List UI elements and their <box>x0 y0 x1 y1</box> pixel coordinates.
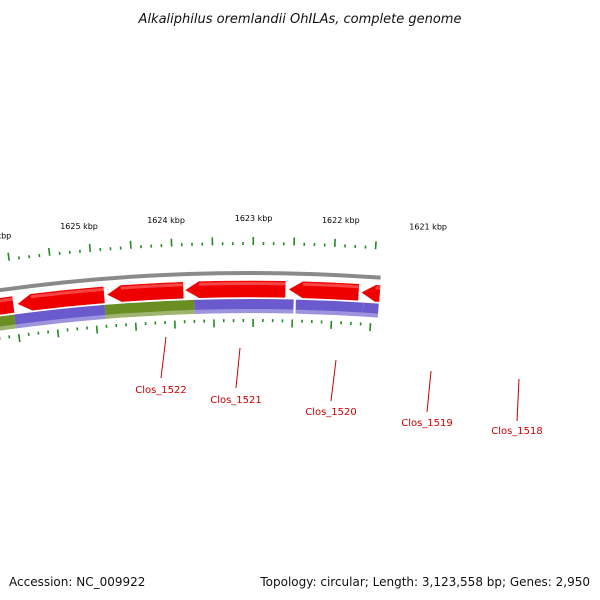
scale-tick <box>374 241 377 250</box>
map-title: Alkaliphilus oremlandii OhILAs, complete… <box>138 12 462 27</box>
gene-label-leader <box>426 370 432 413</box>
scale-label: 1622 kbp <box>322 216 360 225</box>
scale-tick <box>129 240 132 249</box>
forward-gene-track <box>0 280 381 315</box>
gene-label-leader <box>235 347 241 389</box>
inner-scale-ticks <box>0 318 372 343</box>
gene-label[interactable]: Clos_1521 <box>210 395 262 406</box>
cds-feature-bar[interactable] <box>194 299 294 314</box>
cds-track <box>0 299 379 336</box>
gene-label[interactable]: Clos_1519 <box>401 418 453 429</box>
scale-tick <box>369 323 372 332</box>
forward-gene-highlight <box>375 286 380 290</box>
cds-feature-shade <box>15 314 106 329</box>
accession-text: Accession: NC_009922 <box>9 575 145 589</box>
genome-backbone <box>0 271 381 293</box>
cds-feature-bar[interactable] <box>104 299 195 319</box>
scale-tick <box>134 322 137 331</box>
gene-label-leader <box>330 359 337 402</box>
cds-feature-bar[interactable] <box>0 314 17 336</box>
cds-feature-shade <box>0 324 17 331</box>
forward-gene-arrow[interactable] <box>361 285 381 302</box>
gene-label[interactable]: Clos_1520 <box>305 407 357 418</box>
scale-tick <box>48 247 51 256</box>
outer-scale-ticks <box>7 236 377 261</box>
forward-gene-highlight <box>0 297 13 303</box>
cds-feature-shade <box>295 309 363 317</box>
scale-tick <box>95 325 99 334</box>
forward-gene-highlight <box>30 287 104 299</box>
cds-feature-shade <box>105 309 195 319</box>
gene-label-leader <box>160 336 167 379</box>
scale-label: 1623 kbp <box>235 214 273 223</box>
scale-label: 1626 kbp <box>0 232 11 241</box>
gene-labels: Clos_1522 Clos_1521 Clos_1520 Clos_1519 Clos… <box>135 336 543 437</box>
forward-gene-highlight <box>120 283 183 290</box>
genome-stats-text: Topology: circular; Length: 3,123,558 bp… <box>259 575 590 589</box>
scale-tick <box>7 252 10 261</box>
scale-label: 1621 kbp <box>409 222 447 231</box>
cds-feature-shade <box>362 312 379 318</box>
scale-label: 1625 kbp <box>60 222 98 231</box>
gene-label[interactable]: Clos_1518 <box>491 426 543 437</box>
forward-gene-arrow[interactable] <box>17 286 105 311</box>
scale-tick <box>88 243 92 252</box>
scale-tick <box>56 329 60 338</box>
gene-label-leader <box>516 378 520 422</box>
forward-gene-highlight <box>198 282 286 286</box>
cds-feature-bar[interactable] <box>362 302 379 318</box>
scale-label: 1624 kbp <box>147 216 185 225</box>
forward-gene-highlight <box>302 282 359 289</box>
gene-label[interactable]: Clos_1522 <box>135 385 187 396</box>
cds-feature-bar[interactable] <box>14 304 106 329</box>
cds-feature-shade <box>194 308 294 314</box>
cds-feature-bar[interactable] <box>295 299 364 317</box>
scale-tick <box>17 333 21 343</box>
